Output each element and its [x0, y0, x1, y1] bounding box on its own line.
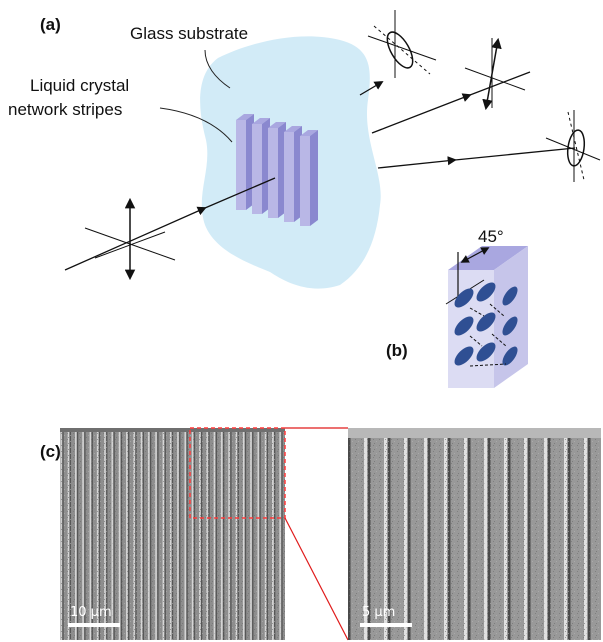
stripe [252, 118, 270, 214]
output-beam-3 [377, 156, 457, 169]
lc-molecule [476, 282, 496, 302]
label-glass-substrate: Glass substrate [130, 24, 248, 43]
scalebar-left [68, 623, 120, 627]
lc-molecule [476, 342, 496, 362]
scalebar-left-label: 10 µm [70, 605, 112, 620]
incident-beam [64, 206, 207, 271]
glass-callout-line [204, 49, 231, 89]
micrograph-left [60, 428, 285, 640]
label-stripes-line1: Liquid crystal [30, 76, 129, 95]
lc-molecule [454, 316, 474, 336]
stripes-callout-line [159, 107, 233, 143]
lc-molecule [502, 316, 518, 336]
incident-beam-continued [204, 177, 276, 209]
lc-molecule [454, 346, 474, 366]
zoom-line-bottom [284, 517, 349, 641]
zoom-region [189, 427, 286, 519]
molecule-links [469, 303, 507, 367]
stripe [300, 130, 318, 226]
scalebar-right-label: 5 µm [362, 605, 395, 620]
stripe [236, 114, 254, 210]
stripe [284, 126, 302, 222]
stripe [268, 122, 286, 218]
panel-label-a: (a) [40, 15, 61, 34]
lc-molecule [502, 346, 518, 366]
lc-stripes [236, 114, 318, 226]
panel-label-c: (c) [40, 442, 61, 461]
angle-arrow [460, 247, 490, 263]
output-beam-2 [371, 93, 472, 134]
lc-molecule [476, 312, 496, 332]
micrograph-right [348, 428, 601, 640]
output-beam-3-continued [454, 147, 576, 161]
output-beam-1 [359, 81, 384, 96]
lc-molecule [502, 286, 518, 306]
output-beam-2-continued [469, 71, 531, 96]
lc-molecules [454, 282, 518, 366]
output-polarization-3 [545, 110, 601, 182]
label-angle: 45° [478, 227, 504, 246]
output-polarization-1 [367, 10, 437, 78]
label-stripes-line2: network stripes [8, 100, 122, 119]
input-polarization [84, 197, 176, 281]
output-polarization-2 [464, 37, 526, 111]
scalebar-right [360, 623, 412, 627]
lc-molecule [454, 288, 474, 308]
panel-label-b: (b) [386, 341, 408, 360]
